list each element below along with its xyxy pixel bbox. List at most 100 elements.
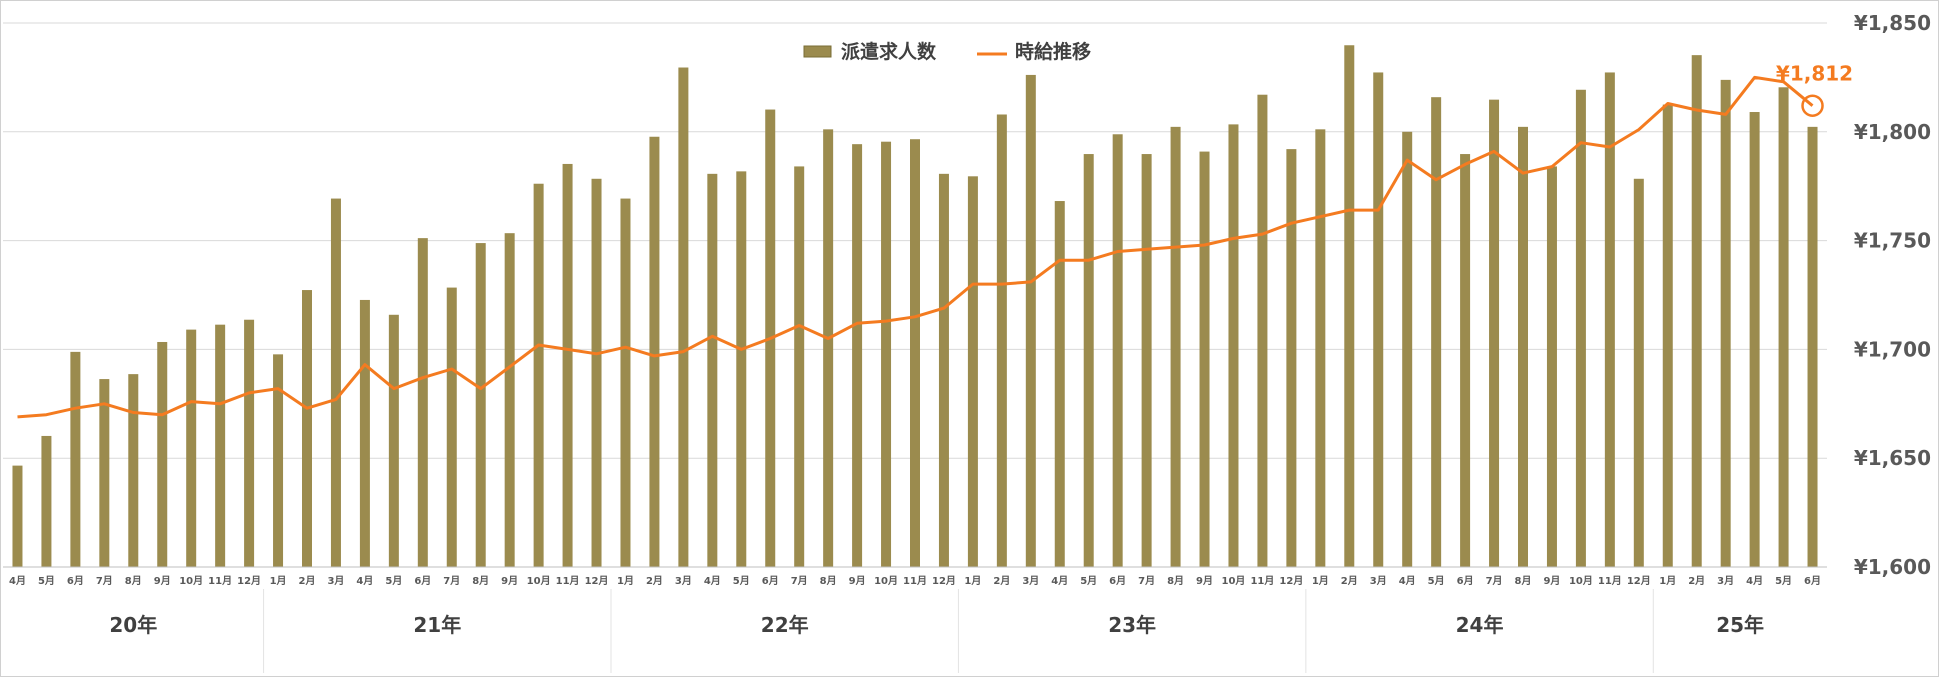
legend-swatch-bars: [803, 45, 832, 58]
bar: [1373, 72, 1384, 568]
x-tick-label: 4月: [1399, 575, 1416, 587]
x-tick-label: 12月: [585, 575, 609, 587]
bar: [1662, 104, 1673, 567]
bar: [1518, 126, 1528, 567]
bar: [359, 299, 370, 567]
annotation-circle: [1801, 94, 1824, 117]
bar: [446, 287, 457, 567]
bar: [1778, 87, 1789, 568]
bar: [736, 171, 747, 567]
x-tick-label: 2月: [1688, 575, 1705, 587]
bar: [1141, 154, 1152, 567]
x-tick-label: 4月: [356, 575, 373, 587]
y-axis-right: ¥1,600 ¥1,650 ¥1,700 ¥1,750 ¥1,800 ¥1,850: [1854, 11, 1931, 579]
bar: [244, 319, 255, 567]
y-tick-label: ¥1,850: [1854, 11, 1931, 35]
bar: [186, 329, 197, 567]
x-tick-label: 10月: [527, 575, 551, 587]
bar: [1720, 79, 1731, 567]
bar-series: [12, 45, 1818, 568]
year-label: 25年: [1716, 613, 1764, 637]
bar: [533, 183, 544, 567]
bar: [1431, 97, 1442, 567]
bar: [273, 354, 284, 567]
bar: [649, 136, 660, 567]
x-tick-label: 11月: [1250, 575, 1274, 587]
x-tick-label: 9月: [1196, 575, 1213, 587]
x-tick-label: 7月: [1486, 575, 1503, 587]
x-tick-label: 2月: [1341, 575, 1358, 587]
x-tick-label: 1月: [1312, 575, 1329, 587]
y-tick-label: ¥1,700: [1854, 337, 1931, 361]
x-tick-label: 3月: [675, 575, 692, 587]
bar: [1315, 129, 1326, 567]
legend-label-line: 時給推移: [1015, 40, 1091, 63]
bar: [1460, 154, 1471, 567]
x-tick-label: 5月: [1080, 575, 1097, 587]
x-tick-label: 8月: [125, 575, 142, 587]
x-tick-label: 1月: [964, 575, 981, 587]
bar: [852, 144, 863, 567]
x-tick-label: 7月: [96, 575, 113, 587]
bar: [1402, 131, 1413, 568]
x-tick-label: 7月: [443, 575, 460, 587]
year-label: 23年: [1108, 613, 1156, 637]
x-axis: 4月 5月 6月 7月 8月 9月 10月 11月 12月 1月 2月 3月 4月 5月 6月 7月 8月 9月 1…: [3, 566, 1827, 673]
x-tick-label: 11月: [903, 575, 927, 587]
x-tick-label: 6月: [414, 575, 431, 587]
x-tick-label: 9月: [154, 575, 171, 587]
x-tick-label: 1月: [270, 575, 287, 587]
x-tick-label: 4月: [704, 575, 721, 587]
x-tick-label: 12月: [1279, 575, 1303, 587]
annotation: ¥1,812: [1776, 62, 1853, 117]
bar: [1199, 151, 1210, 567]
line-path: [17, 75, 1814, 419]
bar: [388, 314, 399, 567]
x-tick-label: 10月: [179, 575, 203, 587]
line-series: [17, 75, 1814, 419]
x-tick-label: 1月: [617, 575, 634, 587]
year-label: 20年: [109, 613, 157, 637]
bar: [1344, 45, 1355, 568]
year-label: 21年: [413, 613, 461, 637]
x-tick-label: 5月: [1775, 575, 1792, 587]
x-tick-label: 11月: [556, 575, 580, 587]
x-tick-label: 3月: [1717, 575, 1734, 587]
x-tick-label: 9月: [501, 575, 518, 587]
year-label: 24年: [1456, 613, 1504, 637]
bar: [1575, 89, 1586, 567]
x-tick-label: 6月: [1109, 575, 1126, 587]
x-tick-label: 3月: [327, 575, 344, 587]
bar: [1604, 72, 1615, 568]
bar: [678, 67, 689, 567]
bar: [504, 233, 515, 567]
y-tick-label: ¥1,650: [1854, 446, 1931, 470]
bar: [41, 435, 52, 567]
x-tick-label: 6月: [1457, 575, 1474, 587]
x-tick-label: 12月: [237, 575, 261, 587]
bar: [1257, 94, 1268, 567]
x-tick-label: 8月: [1515, 575, 1532, 587]
bar: [938, 173, 949, 567]
x-tick-label: 6月: [67, 575, 84, 587]
bar: [1546, 166, 1557, 567]
y-tick-label: ¥1,800: [1854, 120, 1931, 144]
bar: [1054, 201, 1065, 567]
bar: [1807, 126, 1818, 567]
bar: [967, 176, 978, 568]
x-tick-label: 5月: [38, 575, 55, 587]
bar: [996, 114, 1007, 567]
bar: [215, 324, 226, 567]
bar: [70, 351, 81, 567]
bar: [1170, 126, 1181, 567]
x-tick-label: 10月: [1569, 575, 1593, 587]
x-tick-label: 4月: [9, 575, 26, 587]
bar: [620, 198, 631, 567]
bar: [1633, 178, 1644, 568]
x-tick-label: 8月: [472, 575, 489, 587]
bar: [475, 243, 486, 567]
x-tick-label: 3月: [1370, 575, 1387, 587]
x-tick-label: 10月: [1222, 575, 1246, 587]
